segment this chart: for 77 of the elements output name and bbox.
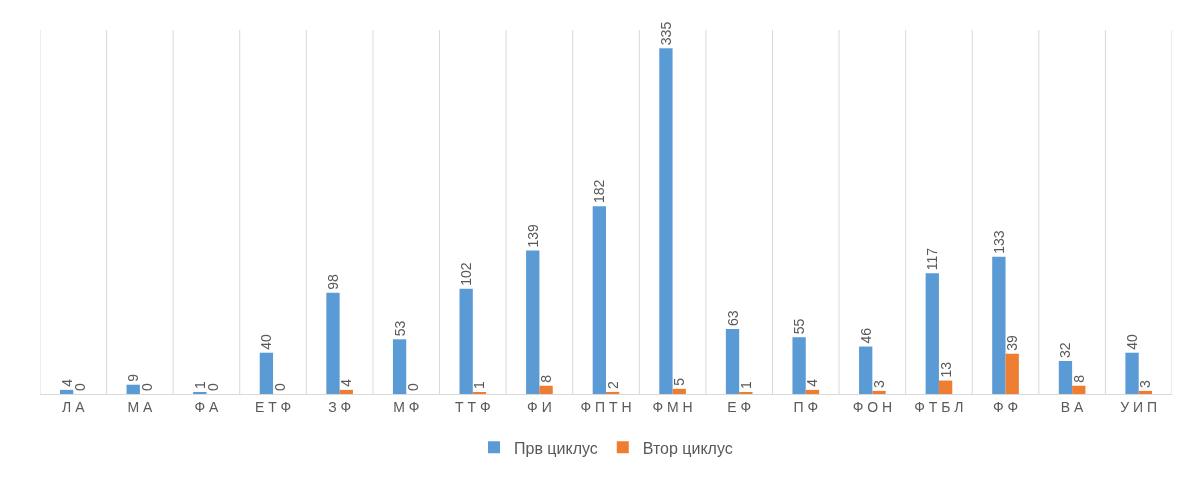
- x-tick-label: Ф И: [527, 398, 552, 415]
- data-label: 182: [591, 179, 608, 204]
- data-label: 98: [324, 274, 341, 290]
- bar: [606, 391, 620, 394]
- data-label: 3: [1137, 379, 1154, 388]
- bar: [339, 389, 353, 394]
- x-tick-label: Л А: [62, 398, 86, 415]
- data-label: 3: [871, 379, 888, 388]
- data-label: 1: [471, 381, 488, 389]
- legend-label: Втор циклус: [642, 439, 733, 457]
- bar: [925, 273, 939, 394]
- x-tick-label: М Ф: [393, 398, 420, 415]
- data-label: 63: [724, 310, 741, 326]
- x-tick-label: Ф М Н: [652, 398, 693, 415]
- bar: [1138, 390, 1153, 394]
- x-tick-label: Е Ф: [727, 398, 752, 415]
- bar: [672, 388, 686, 394]
- data-label: 9: [125, 373, 142, 382]
- bar: [392, 339, 407, 394]
- bar: [526, 250, 540, 394]
- bar: [1058, 360, 1073, 394]
- x-tick-label: Ф Т Б Л: [914, 398, 964, 415]
- data-label: 53: [391, 320, 408, 337]
- bar: [792, 337, 806, 394]
- data-label: 4: [804, 378, 821, 387]
- bar: [459, 288, 473, 394]
- bar: [1005, 353, 1019, 394]
- data-label: 4: [338, 378, 355, 387]
- data-label: 8: [1070, 374, 1087, 383]
- x-tick-label: Ф А: [194, 398, 220, 415]
- data-label: 102: [458, 262, 475, 286]
- x-tick-label: М А: [127, 398, 153, 415]
- bar: [859, 346, 873, 394]
- data-label: 0: [205, 383, 222, 391]
- x-tick-label: З Ф: [328, 398, 352, 415]
- data-label: 46: [857, 327, 874, 344]
- bar: [1072, 385, 1086, 394]
- bar: [126, 384, 140, 394]
- bar: [659, 48, 673, 394]
- x-tick-label: Ф П Т Н: [580, 398, 632, 415]
- data-label: 13: [937, 361, 954, 378]
- bar: [872, 390, 886, 394]
- data-label: 335: [657, 21, 674, 46]
- x-tick-label: Т Т Ф: [455, 398, 491, 415]
- bar: [938, 380, 953, 394]
- legend-label: Прв циклус: [514, 439, 598, 457]
- bar: [805, 389, 820, 394]
- bar: [539, 385, 553, 394]
- x-tick-label: Ф О Н: [852, 398, 893, 415]
- data-label: 1: [737, 381, 754, 389]
- data-label: 32: [1057, 342, 1074, 358]
- data-label: 0: [271, 383, 288, 391]
- x-tick-label: Е Т Ф: [254, 398, 292, 415]
- data-label: 8: [538, 374, 555, 383]
- data-label: 39: [1004, 334, 1021, 351]
- data-label: 0: [138, 383, 155, 391]
- bar: [1125, 352, 1139, 394]
- x-tick-label: Ф Ф: [992, 398, 1019, 415]
- data-label: 139: [524, 223, 541, 248]
- bar: [59, 389, 74, 394]
- x-tick-label: У И П: [1120, 398, 1158, 415]
- data-label: 0: [404, 383, 421, 391]
- bar: [992, 256, 1006, 394]
- data-label: 40: [258, 333, 275, 350]
- data-label: 133: [990, 230, 1007, 254]
- bar: [259, 352, 274, 394]
- data-label: 40: [1124, 333, 1141, 350]
- x-tick-label: В А: [1060, 398, 1085, 415]
- bar: [592, 206, 606, 394]
- x-tick-label: П Ф: [793, 398, 819, 415]
- bar: [725, 328, 740, 394]
- data-label: 5: [671, 377, 688, 386]
- data-label: 1: [191, 381, 208, 389]
- data-label: 117: [924, 247, 941, 271]
- data-label: 2: [604, 380, 621, 389]
- bar: [326, 292, 340, 394]
- data-label: 55: [791, 318, 808, 335]
